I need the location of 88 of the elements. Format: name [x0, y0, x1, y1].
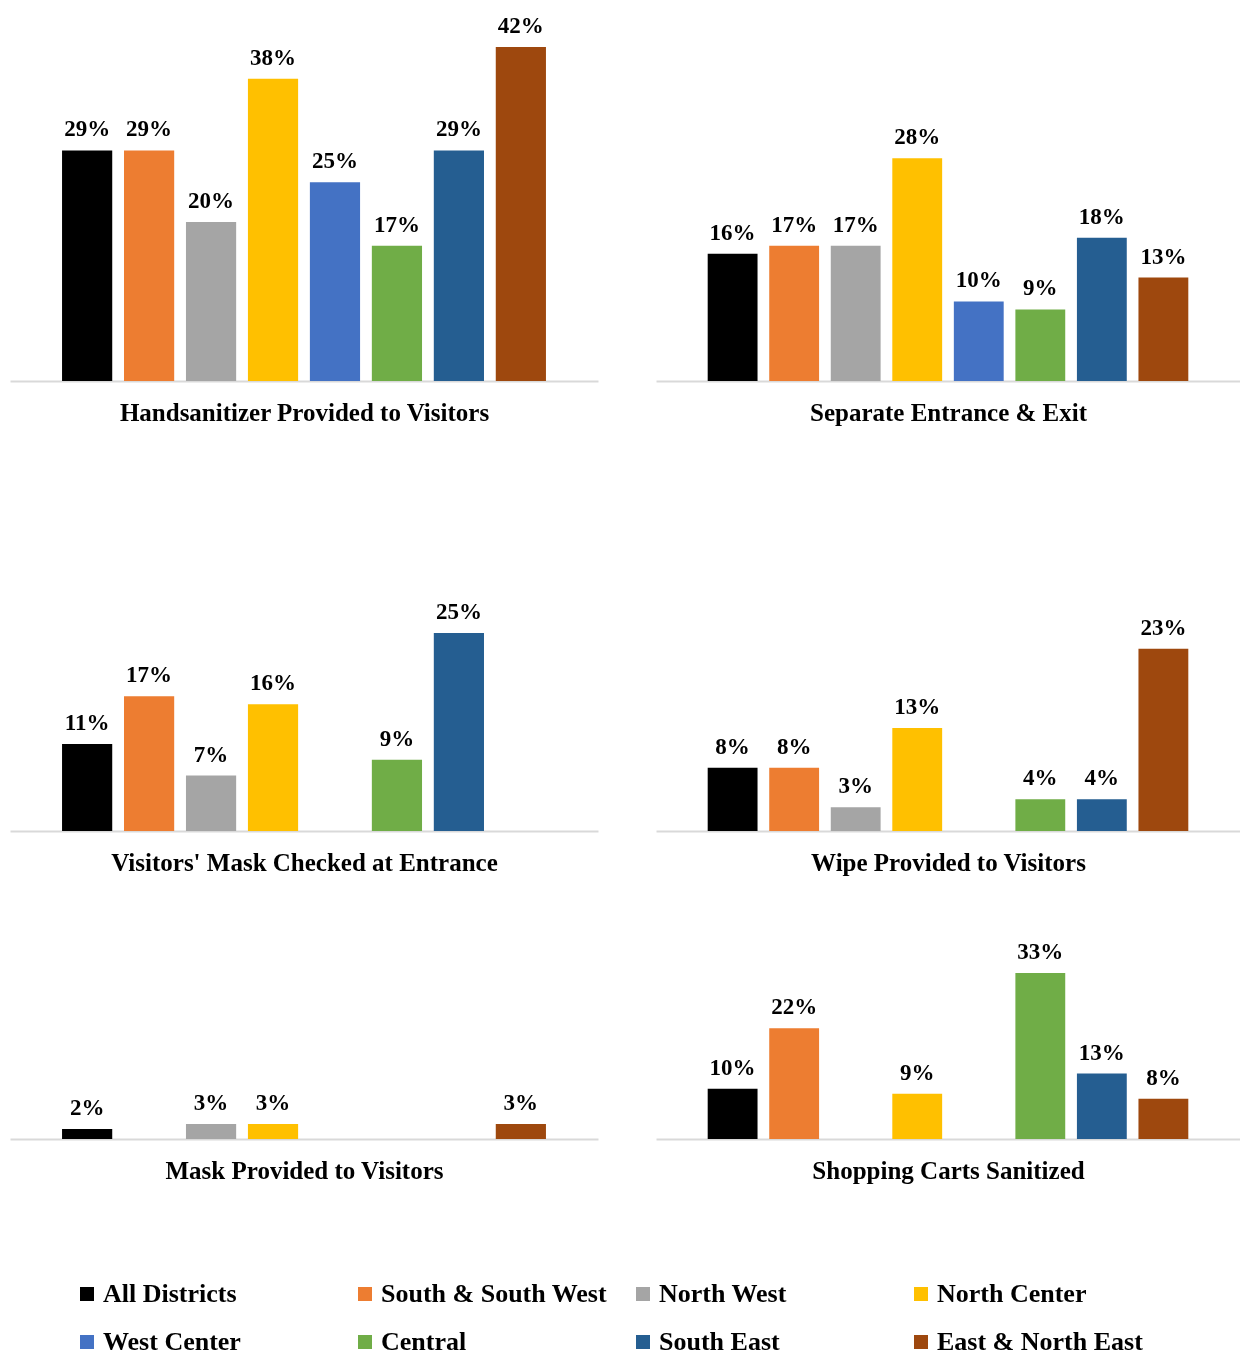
data-label: 8% [715, 733, 750, 759]
data-label: 28% [894, 124, 941, 150]
data-label: 4% [1084, 765, 1120, 791]
data-label: 11% [64, 709, 110, 735]
bar [433, 150, 484, 381]
data-label: 13% [1078, 1039, 1125, 1065]
bar [769, 767, 820, 831]
data-label: 38% [250, 44, 297, 70]
x-axis-title: Wipe Provided to Visitors [811, 848, 1087, 876]
bar [769, 1028, 820, 1139]
bar [1138, 1098, 1189, 1139]
bar [62, 743, 113, 831]
data-label: 29% [64, 116, 111, 142]
bar [1138, 648, 1189, 831]
x-axis-title: Shopping Carts Sanitized [812, 1156, 1085, 1184]
data-label: 9% [899, 1059, 935, 1085]
data-label: 29% [126, 116, 173, 142]
data-label: 25% [435, 599, 482, 624]
bar [1015, 799, 1066, 831]
bar [185, 221, 237, 381]
bar [707, 253, 758, 381]
legend-label: Central [381, 1327, 467, 1356]
data-label: 13% [894, 694, 941, 720]
data-label: 10% [955, 267, 1002, 293]
bar [1076, 1073, 1127, 1139]
data-label: 17% [126, 662, 173, 688]
data-label: 16% [709, 219, 756, 245]
data-label: 25% [311, 148, 358, 174]
bar [1015, 973, 1066, 1139]
data-label: 2% [69, 1094, 105, 1120]
bar [433, 633, 484, 831]
bar [892, 1093, 943, 1139]
data-label: 23% [1140, 614, 1187, 640]
bar [495, 47, 546, 381]
data-label: 3% [503, 1089, 539, 1115]
bar [1015, 309, 1066, 381]
bar [309, 182, 361, 381]
data-label: 16% [250, 670, 297, 696]
x-axis-title: Visitors' Mask Checked at Entrance [111, 848, 498, 876]
bar [830, 807, 881, 831]
legend-label: South & South West [381, 1279, 607, 1308]
bar [1138, 277, 1189, 381]
bar [124, 150, 175, 381]
data-label: 29% [435, 116, 482, 142]
data-label: 17% [373, 211, 420, 237]
data-label: 33% [1017, 939, 1064, 964]
bar [185, 775, 237, 831]
legend-label: South East [659, 1327, 780, 1356]
data-label: 22% [771, 994, 818, 1020]
data-label: 8% [776, 733, 812, 759]
data-label: 17% [832, 211, 879, 237]
data-label: 20% [188, 187, 235, 213]
bar [247, 704, 299, 831]
bar [707, 767, 758, 831]
data-label: 10% [709, 1054, 756, 1080]
data-label: 9% [1023, 275, 1058, 301]
legend-label: North Center [937, 1279, 1087, 1308]
data-label: 13% [1140, 243, 1187, 269]
data-label: 42% [497, 13, 544, 38]
bar [371, 245, 423, 381]
data-label: 8% [1146, 1064, 1181, 1090]
x-axis-title: Mask Provided to Visitors [165, 1156, 444, 1184]
bar [1076, 237, 1127, 381]
bar [830, 245, 881, 381]
data-label: 18% [1078, 203, 1125, 229]
data-label: 3% [838, 773, 873, 799]
bar [892, 158, 943, 381]
bar [62, 150, 113, 381]
bar [892, 728, 943, 831]
legend-label: North West [659, 1279, 787, 1308]
data-label: 4% [1023, 765, 1058, 791]
data-label: 9% [379, 725, 415, 751]
bar [707, 1088, 758, 1139]
bar [953, 301, 1004, 381]
data-label: 7% [193, 741, 229, 767]
x-axis-title: Handsanitizer Provided to Visitors [119, 398, 490, 426]
bar [124, 696, 175, 831]
data-label: 3% [255, 1089, 291, 1115]
legend-label: West Center [103, 1327, 241, 1356]
bar [1076, 799, 1127, 831]
x-axis-title: Separate Entrance & Exit [809, 398, 1088, 426]
data-label: 17% [771, 211, 818, 237]
bar [371, 759, 423, 831]
bar [769, 245, 820, 381]
legend-label: All Districts [103, 1279, 237, 1308]
legend-label: East & North East [937, 1327, 1144, 1356]
bar [247, 78, 299, 381]
data-label: 3% [193, 1089, 229, 1115]
